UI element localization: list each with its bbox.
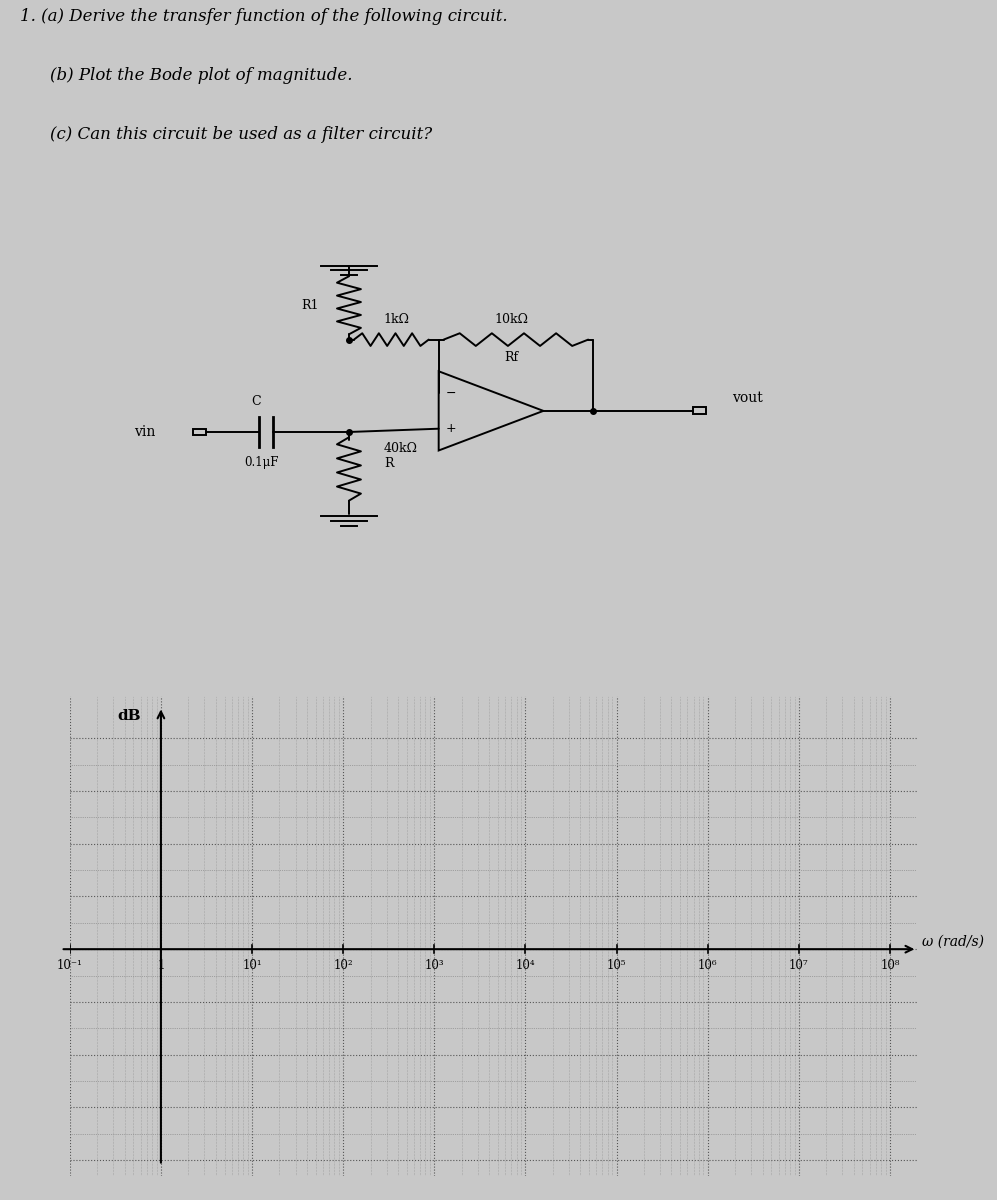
Text: +: +	[446, 422, 456, 436]
Text: 10⁵: 10⁵	[607, 959, 626, 972]
Text: ω (rad/s): ω (rad/s)	[922, 935, 984, 948]
Text: 1kΩ: 1kΩ	[383, 313, 410, 326]
Text: −: −	[446, 386, 456, 400]
Text: 10³: 10³	[425, 959, 444, 972]
Text: 10⁶: 10⁶	[698, 959, 718, 972]
Text: R: R	[384, 457, 394, 470]
Bar	[694, 408, 706, 414]
Text: vin: vin	[134, 425, 156, 439]
Text: 10⁴: 10⁴	[515, 959, 535, 972]
Text: 40kΩ: 40kΩ	[384, 443, 418, 455]
Text: 10kΩ: 10kΩ	[494, 313, 528, 326]
Text: 10¹: 10¹	[242, 959, 262, 972]
Text: (b) Plot the Bode plot of magnitude.: (b) Plot the Bode plot of magnitude.	[50, 67, 352, 84]
Text: 10⁸: 10⁸	[880, 959, 899, 972]
Text: 1: 1	[158, 959, 165, 972]
Text: 0.1μF: 0.1μF	[244, 456, 278, 469]
Text: C: C	[251, 395, 261, 408]
Text: 10⁷: 10⁷	[789, 959, 809, 972]
Text: 10²: 10²	[333, 959, 353, 972]
Bar	[192, 428, 205, 436]
Text: 1. (a) Derive the transfer function of the following circuit.: 1. (a) Derive the transfer function of t…	[20, 8, 507, 25]
Text: Rf: Rf	[503, 352, 518, 365]
Text: (c) Can this circuit be used as a filter circuit?: (c) Can this circuit be used as a filter…	[50, 126, 432, 143]
Text: R1: R1	[301, 299, 319, 312]
Text: dB: dB	[118, 709, 141, 724]
Text: vout: vout	[733, 391, 763, 404]
Text: 10⁻¹: 10⁻¹	[57, 959, 83, 972]
